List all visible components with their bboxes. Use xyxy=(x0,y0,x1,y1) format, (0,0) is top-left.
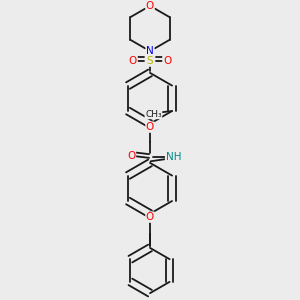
Text: NH: NH xyxy=(166,152,181,162)
Text: O: O xyxy=(163,56,171,66)
Text: CH₃: CH₃ xyxy=(145,110,162,118)
Text: O: O xyxy=(129,56,137,66)
Text: O: O xyxy=(127,151,136,161)
Text: N: N xyxy=(146,46,154,56)
Text: O: O xyxy=(146,122,154,132)
Text: O: O xyxy=(146,212,154,222)
Text: S: S xyxy=(147,56,153,66)
Text: O: O xyxy=(146,1,154,11)
